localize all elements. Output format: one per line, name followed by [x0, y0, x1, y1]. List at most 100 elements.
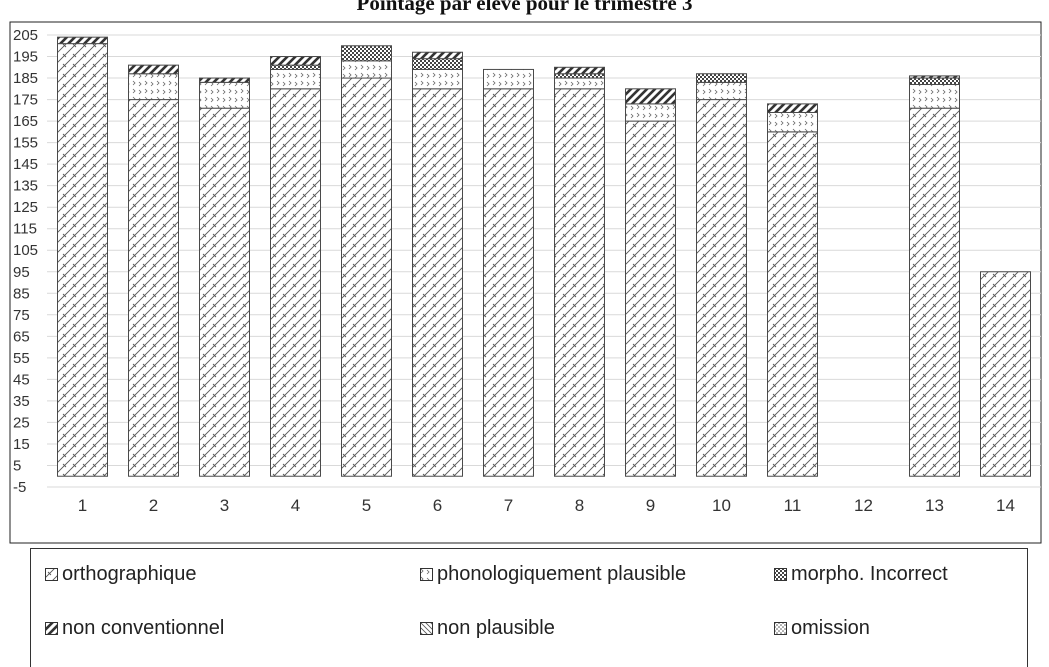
- bar-segment-diag-cross: [909, 107, 960, 477]
- y-tick-label: 155: [13, 135, 38, 152]
- x-tick-label: 13: [925, 496, 944, 515]
- bar-segment-thick-diag: [625, 88, 676, 105]
- gridlines: [47, 34, 1041, 488]
- bar-segment-dots: [767, 111, 818, 133]
- bar-segment-diag-cross: [57, 43, 108, 477]
- bar-segment-diag-cross: [554, 88, 605, 477]
- bar-segment-diag-cross: [341, 77, 392, 477]
- plot-frame: [9, 21, 1042, 544]
- bar-segment-diag-cross: [696, 99, 747, 477]
- x-tick-label: 1: [78, 496, 87, 515]
- y-tick-label: 165: [13, 113, 38, 130]
- legend-item: orthographique: [45, 563, 197, 586]
- legend-swatch: [774, 622, 787, 635]
- y-tick-label: 35: [13, 393, 30, 410]
- legend-swatch: [45, 568, 58, 581]
- bar-segment-diag-cross: [767, 131, 818, 477]
- bar-segment-dots: [199, 81, 250, 109]
- bar-segment-dots: [554, 77, 605, 90]
- bar-segment-dots: [270, 68, 321, 90]
- bar-segment-checker: [696, 73, 747, 83]
- bar-segment-checker: [412, 58, 463, 70]
- x-tick-label: 2: [149, 496, 158, 515]
- bar-segment-thick-diag: [767, 103, 818, 113]
- bar-segment-dots: [341, 60, 392, 79]
- bar-segment-checker: [270, 64, 321, 70]
- x-tick-label: 5: [362, 496, 371, 515]
- y-tick-label: 205: [13, 27, 38, 44]
- y-tick-label: 85: [13, 285, 30, 302]
- x-tick-label: 6: [433, 496, 442, 515]
- legend-swatch: [420, 568, 433, 581]
- y-tick-label: 145: [13, 156, 38, 173]
- legend-swatch: [774, 568, 787, 581]
- bar-segment-diag-cross: [128, 99, 179, 477]
- legend-item: non conventionnel: [45, 617, 224, 640]
- bar-segment-dots: [483, 68, 534, 90]
- bar-segment-diag-cross: [980, 271, 1031, 477]
- legend-label: non plausible: [437, 617, 555, 639]
- bar-segment-dots: [696, 81, 747, 101]
- legend-item: omission: [774, 617, 870, 640]
- legend-label: omission: [791, 617, 870, 639]
- bar-segment-dots: [128, 73, 179, 101]
- bar-segment-diag-cross: [412, 88, 463, 477]
- y-tick-label: 105: [13, 242, 38, 259]
- bar-segment-diag-cross: [625, 120, 676, 477]
- bar-segment-thick-diag: [270, 56, 321, 66]
- legend-label: non conventionnel: [62, 617, 225, 639]
- legend-swatch: [45, 622, 58, 635]
- bars: [57, 36, 1031, 477]
- bar-segment-dots: [909, 84, 960, 109]
- legend-swatch: [420, 622, 433, 635]
- legend-item: phonologiquement plausible: [420, 563, 686, 586]
- bar-segment-dots: [412, 68, 463, 90]
- bar-segment-dots: [625, 103, 676, 122]
- x-tick-label: 12: [854, 496, 873, 515]
- y-tick-label: 95: [13, 264, 30, 281]
- y-tick-label: 15: [13, 436, 30, 453]
- x-tick-label: 3: [220, 496, 229, 515]
- y-tick-label: 115: [13, 221, 37, 238]
- x-tick-label: 7: [504, 496, 513, 515]
- bar-segment-diag-cross: [270, 88, 321, 477]
- bar-segment-thick-diag: [412, 51, 463, 60]
- y-tick-label: 175: [13, 92, 38, 109]
- bar-segment-diag-cross: [199, 107, 250, 477]
- x-tick-label: 10: [712, 496, 731, 515]
- bar-segment-checker: [341, 45, 392, 62]
- y-tick-label: 125: [13, 199, 38, 216]
- bar-segment-thick-diag: [128, 64, 179, 75]
- bar-segment-thick-diag: [909, 75, 960, 79]
- chart-plot: 2051951851751651551451351251151059585756…: [9, 21, 1042, 544]
- x-tick-label: 8: [575, 496, 584, 515]
- x-tick-label: 4: [291, 496, 300, 515]
- legend: orthographique phonologiquement plausible…: [30, 548, 1028, 667]
- y-tick-label: 195: [13, 49, 38, 66]
- legend-item: morpho. Incorrect: [774, 563, 948, 586]
- y-tick-label: 185: [13, 70, 38, 87]
- legend-label: phonologiquement plausible: [437, 563, 687, 585]
- bar-segment-thick-diag: [554, 66, 605, 75]
- y-tick-label: 45: [13, 371, 30, 388]
- y-tick-label: 65: [13, 328, 30, 345]
- bar-segment-thick-diag: [57, 36, 108, 45]
- legend-item: non plausible: [420, 617, 555, 640]
- bar-segment-diag-cross: [483, 88, 534, 477]
- bar-segment-checker: [909, 77, 960, 86]
- bar-segment-thick-diag: [199, 77, 250, 83]
- y-tick-label: 5: [13, 457, 21, 474]
- x-axis-ticks: 1 2 3 4 5 6 7 8 9 10 11 12 13 14: [78, 496, 1015, 515]
- y-tick-label: 75: [13, 307, 30, 324]
- y-tick-label: 55: [13, 350, 30, 367]
- x-tick-label: 14: [996, 496, 1015, 515]
- legend-label: orthographique: [62, 563, 197, 585]
- y-tick-label: 25: [13, 414, 30, 431]
- x-tick-label: 9: [646, 496, 655, 515]
- y-tick-label: -5: [13, 479, 26, 496]
- bar-segment-checker: [554, 73, 605, 79]
- chart-title: Pointage par élève pour le trimestre 3: [356, 0, 693, 15]
- legend-label: morpho. Incorrect: [791, 563, 948, 585]
- y-axis-ticks: 2051951851751651551451351251151059585756…: [13, 27, 38, 496]
- x-tick-label: 11: [784, 496, 802, 515]
